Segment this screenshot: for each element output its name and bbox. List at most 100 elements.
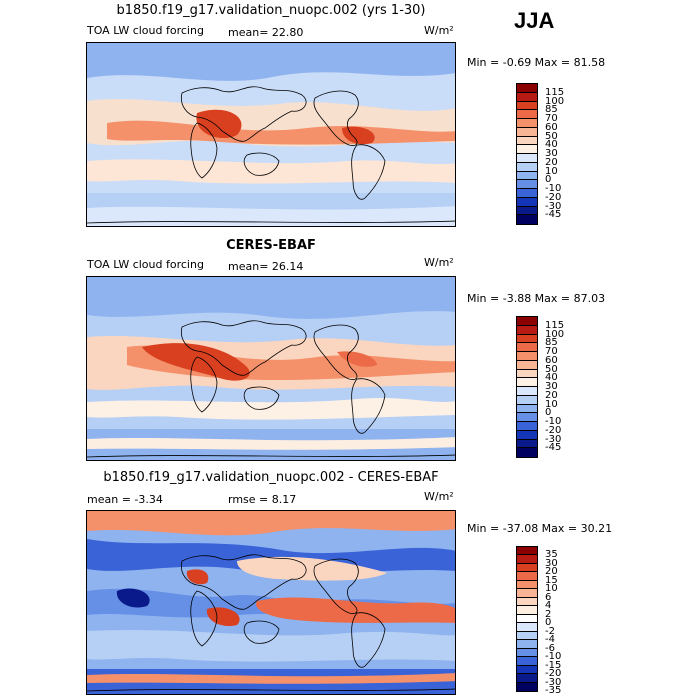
panel3-contour-field <box>87 511 455 694</box>
colorbar-swatch <box>517 334 537 344</box>
colorbar-swatch <box>517 547 537 556</box>
colorbar-tick-label: 70 <box>545 113 558 124</box>
colorbar-swatch <box>517 110 537 119</box>
colorbar-tick-label: -2 <box>545 625 555 637</box>
panel1-units: W/m² <box>424 24 454 37</box>
colorbar-swatch <box>517 360 537 370</box>
colorbar-tick-label: 0 <box>545 617 552 629</box>
colorbar-tick-label: -35 <box>545 685 562 696</box>
season-label: JJA <box>514 8 555 33</box>
panel1-map <box>86 42 456 227</box>
colorbar-tick-label: 6 <box>545 591 552 603</box>
panel3-title: b1850.f19_g17.validation_nuopc.002 - CER… <box>103 470 439 485</box>
colorbar-swatch <box>517 101 537 111</box>
colorbar-swatch <box>517 648 537 658</box>
colorbar-tick-label: 0 <box>545 174 552 186</box>
colorbar-tick-label: -20 <box>545 191 562 203</box>
colorbar-tick-label: 70 <box>545 346 558 357</box>
colorbar-tick-label: 40 <box>545 372 558 384</box>
panel3-map <box>86 510 456 695</box>
panel2-contour-field <box>87 277 455 460</box>
panel3-minmax: Min = -37.08 Max = 30.21 <box>467 522 613 535</box>
colorbar-tick-label: -20 <box>545 424 562 436</box>
colorbar-tick-label: 85 <box>545 104 558 116</box>
colorbar-swatch <box>517 563 537 573</box>
colorbar-swatch <box>517 387 537 396</box>
colorbar-tick-label: 2 <box>545 608 552 620</box>
colorbar-tick-label: 100 <box>545 328 565 340</box>
colorbar-swatch <box>517 145 537 154</box>
panel1-colorbar <box>516 83 538 225</box>
colorbar-tick-label: 0 <box>545 407 552 419</box>
colorbar-swatch <box>517 555 537 564</box>
colorbar-swatch <box>517 657 537 666</box>
colorbar-swatch <box>517 422 537 431</box>
colorbar-tick-label: 4 <box>545 600 552 612</box>
colorbar-tick-label: -10 <box>545 651 562 663</box>
colorbar-swatch <box>517 378 537 387</box>
colorbar-tick-label: 50 <box>545 130 558 142</box>
panel1-variable-label: TOA LW cloud forcing <box>87 24 204 37</box>
colorbar-tick-label: -30 <box>545 200 562 212</box>
panel2-mean: mean= 26.14 <box>228 260 304 273</box>
colorbar-tick-label: 15 <box>545 574 558 586</box>
colorbar-swatch <box>517 343 537 352</box>
colorbar-tick-label: 40 <box>545 139 558 151</box>
panel2-units: W/m² <box>424 256 454 269</box>
colorbar-swatch <box>517 572 537 581</box>
panel1-mean: mean= 22.80 <box>228 26 304 39</box>
colorbar-tick-label: 20 <box>545 389 558 401</box>
colorbar-tick-label: 60 <box>545 354 558 366</box>
colorbar-tick-label: -30 <box>545 676 562 688</box>
colorbar-tick-label: -6 <box>545 642 555 654</box>
colorbar-tick-label: -15 <box>545 659 562 671</box>
colorbar-swatch <box>517 606 537 615</box>
colorbar-tick-label: 30 <box>545 381 558 392</box>
colorbar-swatch <box>517 404 537 414</box>
panel3-rmse: rmse = 8.17 <box>228 493 297 506</box>
colorbar-swatch <box>517 215 537 224</box>
colorbar-tick-label: 10 <box>545 583 558 595</box>
colorbar-tick-label: -10 <box>545 183 562 194</box>
panel1-contour-field <box>87 43 455 226</box>
colorbar-swatch <box>517 640 537 649</box>
colorbar-tick-label: -4 <box>545 634 555 646</box>
colorbar-tick-label: 115 <box>545 319 565 331</box>
colorbar-swatch <box>517 674 537 683</box>
panel2-colorbar <box>516 316 538 458</box>
colorbar-swatch <box>517 325 537 335</box>
colorbar-swatch <box>517 84 537 93</box>
colorbar-tick-label: -45 <box>545 442 562 454</box>
colorbar-swatch <box>517 395 537 405</box>
colorbar-tick-label: -30 <box>545 433 562 445</box>
colorbar-swatch <box>517 127 537 137</box>
colorbar-swatch <box>517 154 537 163</box>
colorbar-swatch <box>517 439 537 449</box>
colorbar-tick-label: 30 <box>545 148 558 159</box>
colorbar-swatch <box>517 180 537 189</box>
colorbar-swatch <box>517 597 537 607</box>
colorbar-swatch <box>517 580 537 590</box>
colorbar-swatch <box>517 197 537 207</box>
colorbar-tick-label: 50 <box>545 363 558 375</box>
colorbar-swatch <box>517 369 537 379</box>
colorbar-tick-label: 30 <box>545 557 558 569</box>
colorbar-swatch <box>517 665 537 675</box>
colorbar-swatch <box>517 413 537 422</box>
colorbar-swatch <box>517 119 537 128</box>
colorbar-swatch <box>517 92 537 102</box>
colorbar-swatch <box>517 317 537 326</box>
colorbar-swatch <box>517 162 537 172</box>
panel2-map <box>86 276 456 461</box>
colorbar-tick-label: 10 <box>545 165 558 177</box>
colorbar-tick-label: -10 <box>545 416 562 427</box>
colorbar-tick-label: 20 <box>545 156 558 168</box>
colorbar-tick-label: -20 <box>545 668 562 680</box>
colorbar-swatch <box>517 448 537 457</box>
colorbar-tick-label: 35 <box>545 549 558 561</box>
colorbar-swatch <box>517 631 537 641</box>
colorbar-swatch <box>517 623 537 632</box>
colorbar-swatch <box>517 430 537 440</box>
panel1-title: b1850.f19_g17.validation_nuopc.002 (yrs … <box>116 3 426 18</box>
colorbar-tick-label: 10 <box>545 398 558 410</box>
